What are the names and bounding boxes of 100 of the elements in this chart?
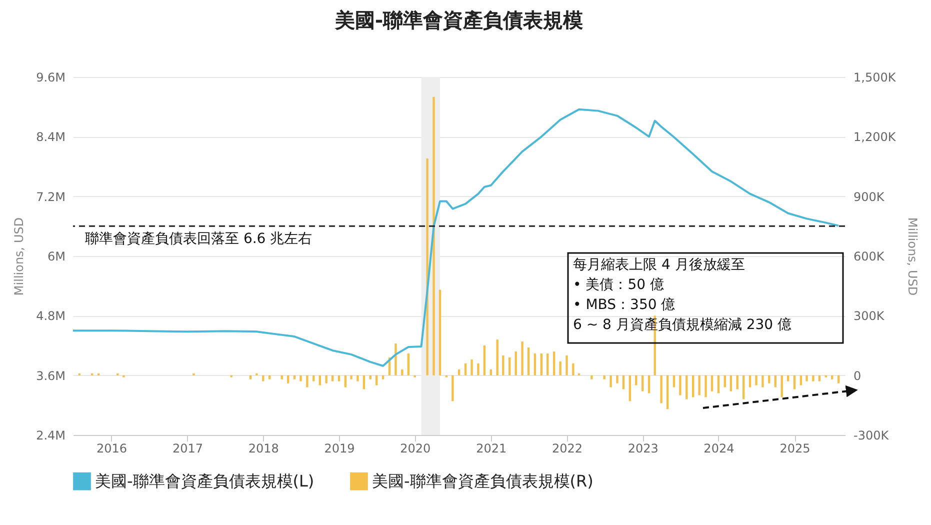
x-tick-label: 2020 [400,442,431,456]
x-tick-label: 2025 [780,442,810,456]
bar [331,375,334,382]
bar [496,340,498,376]
bar [742,375,745,400]
y2-tick-label: 0 [854,368,862,383]
bar [268,375,271,380]
ref-line-label: 聯準會資產負債表回落至 6.6 兆左右 [85,231,312,248]
bar [490,369,492,376]
bar [382,375,384,380]
bar [362,375,366,390]
line-series [72,108,840,367]
y-tick-label: 2.4M [36,428,66,442]
y2-tick-label: 1,500K [854,70,897,84]
bar [736,375,738,390]
bar [793,375,796,390]
bar [350,375,352,380]
bar [590,375,593,380]
y-tick-label: 7.2M [36,190,66,204]
x-tick-label: 2024 [704,442,734,456]
x-tick-label: 2016 [96,442,128,456]
bar [755,375,758,386]
y-tick-label: 9.6M [36,70,66,84]
y2-tick-label: 900K [854,190,886,204]
bar [280,375,283,380]
bar [527,347,530,376]
bar [534,353,536,376]
bar [666,375,669,410]
y2-axis-title: Millions, USD [906,217,920,296]
bar [312,375,315,382]
bar [249,375,252,380]
y2-tick-label: 600K [854,250,886,264]
bar [635,375,638,386]
bar [521,342,524,376]
bar [806,375,808,382]
x-tick-label: 2023 [628,442,658,456]
x-tick-label: 2019 [324,442,355,456]
bar [452,375,454,402]
bar [724,375,726,388]
bar [470,359,473,376]
bar [514,351,517,376]
bar [698,375,700,396]
bar [540,353,542,376]
bar [369,375,372,380]
bar [686,375,688,400]
y-tick-label: 8.4M [36,130,66,144]
bar [438,290,442,376]
y-tick-label: 3.6M [36,368,66,383]
legend-label: 美國-聯準會資產負債表規模(L) [95,471,314,490]
bar [622,375,625,390]
bar [401,369,404,376]
bar [559,361,562,376]
bar [837,375,840,384]
bar [464,363,467,376]
bar [768,375,770,384]
bar [394,344,397,376]
bar [483,346,486,376]
bar [356,375,359,382]
bar [344,375,347,388]
bar [458,369,460,376]
legend-label: 美國-聯準會資產負債表規模(R) [372,471,594,490]
bar [812,375,814,382]
bar [818,375,821,382]
bar [831,375,834,380]
bar [325,375,328,384]
bar [704,375,707,398]
bar [762,375,764,388]
x-tick-label: 2017 [172,442,204,456]
bar [426,158,428,376]
bar [306,375,308,388]
bar [748,375,752,388]
bar [610,375,612,388]
bar [603,375,606,380]
bar [262,375,264,382]
bar [502,355,504,376]
bar [672,375,676,388]
bar [318,375,321,386]
bar [508,357,511,376]
x-tick-label: 2021 [476,442,507,456]
x-tick-label: 2018 [248,442,279,456]
bar [572,363,574,376]
chart-title: 美國-聯準會資產負債表規模 [334,8,584,32]
y-tick-label: 6M [48,250,66,264]
bar [679,375,682,396]
bar [376,375,378,386]
y-tick-label: 4.8M [36,309,66,324]
y2-tick-label: -300K [854,428,890,442]
bar [780,375,783,398]
bar [552,351,556,376]
bar [293,375,296,380]
bar [286,375,290,384]
y2-tick-label: 300K [854,309,886,324]
y2-tick-label: 1,200K [854,130,897,144]
bar [660,375,662,404]
bar [800,375,802,386]
bar [477,363,480,376]
bar [786,375,790,382]
y-axis-title: Millions, USD [12,217,26,296]
bar [300,375,302,382]
bar [338,375,340,382]
